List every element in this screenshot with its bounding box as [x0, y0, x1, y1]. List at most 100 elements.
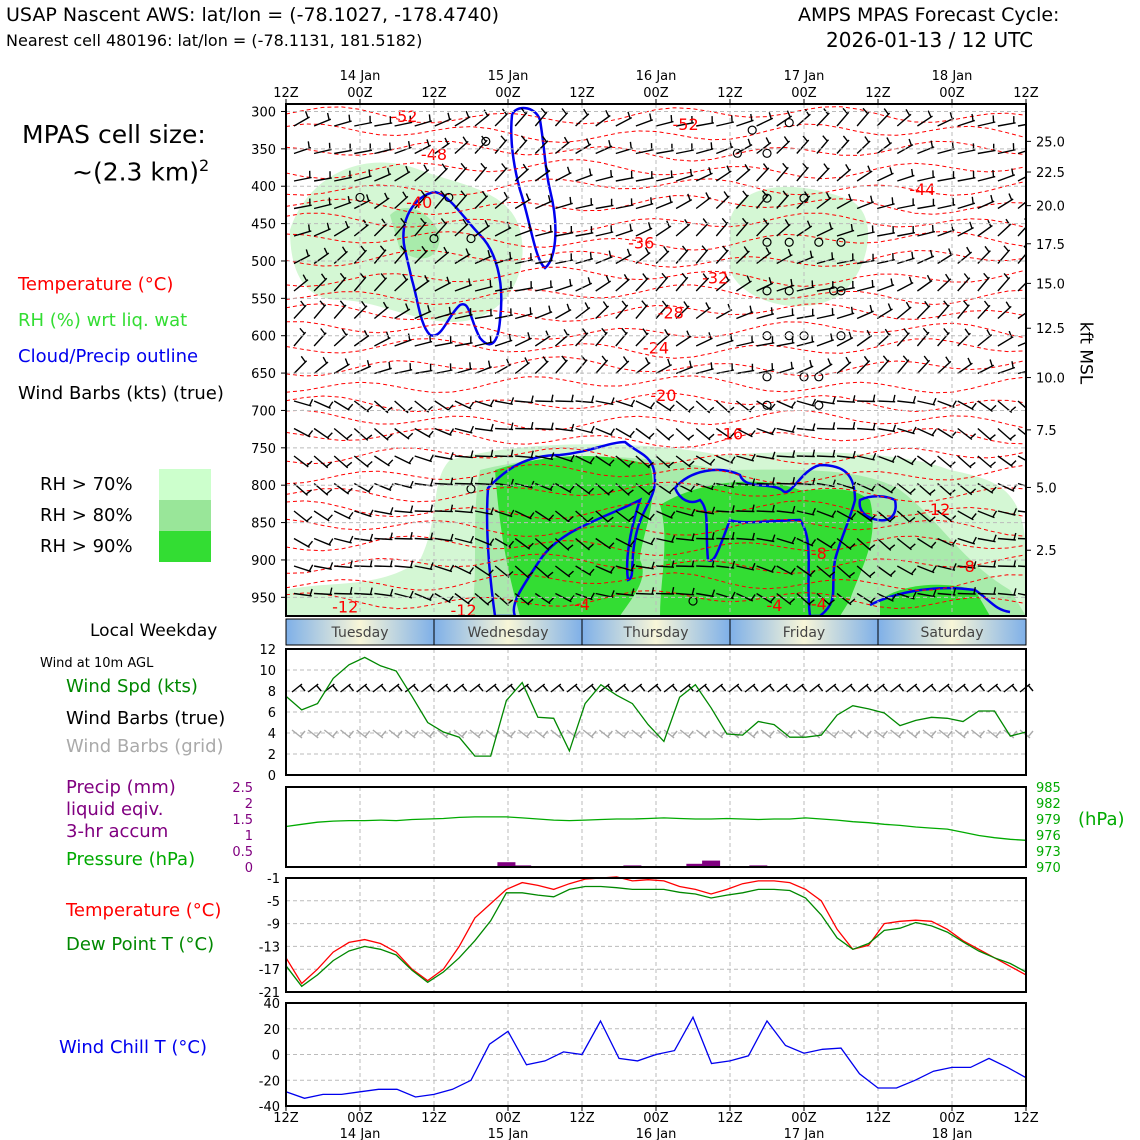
wind-barb: [917, 140, 935, 155]
wind-barb: [615, 588, 635, 597]
wind-barb: [333, 246, 348, 265]
wind-barb: [756, 307, 775, 320]
top-date-label: 14 Jan: [340, 69, 381, 84]
pressure-tick-label: 750: [251, 442, 276, 457]
pressure-tick-label: 800: [251, 479, 276, 494]
temp-tick-label: -17: [259, 963, 280, 978]
wind-barb: [997, 455, 1017, 468]
wind-speed-tick-label: 10: [259, 664, 276, 679]
wind-barb: [1017, 218, 1026, 237]
wind-barb: [515, 307, 533, 320]
wind-barb: [1017, 273, 1026, 292]
top-hour-label: 12Z: [1013, 86, 1039, 101]
wind-barb: [515, 253, 533, 265]
wind-barb: [354, 559, 373, 568]
wind-barb: [434, 477, 454, 486]
windchill-tick-label: -40: [259, 1100, 280, 1115]
wind-barb: [796, 308, 815, 320]
wind10m-barb-true: [582, 683, 597, 693]
wind-barb: [333, 455, 353, 469]
wind10m-barb-grid: [890, 729, 905, 739]
wind-barb: [856, 279, 875, 292]
wind-barb: [434, 246, 450, 265]
wind-barb: [554, 329, 570, 347]
wind-barb: [394, 217, 407, 237]
wind-barb: [595, 565, 615, 574]
wind-barb: [957, 455, 976, 469]
profile-axes: 300 350 400 450 500 550 600 650 700 750 800 850 900 9…: [251, 105, 1065, 606]
wind-barb: [876, 108, 891, 127]
wind-barb: [554, 565, 574, 578]
wind-barb: [896, 276, 914, 292]
forecast-cycle-line1: AMPS MPAS Forecast Cycle:: [798, 4, 1060, 26]
wind-barb: [313, 562, 334, 570]
wind-barb: [736, 427, 756, 438]
wind-barb: [655, 115, 674, 127]
wind-barb: [474, 190, 489, 209]
precip-pressure-frame: [285, 786, 1027, 868]
wind-barb: [615, 455, 635, 468]
wind-barb: [876, 303, 893, 320]
windchill-panel: -40 -20 0 20 40: [259, 997, 1027, 1115]
wind-barb: [756, 218, 770, 237]
wind-barb: [454, 248, 471, 265]
wind-barb: [695, 400, 715, 414]
wind-barb: [454, 425, 475, 434]
bottom-hour-label: 00Z: [939, 1111, 965, 1126]
wind10m-barb-grid: [420, 729, 435, 739]
wind-barb: [655, 427, 675, 441]
wind-barb: [756, 534, 776, 543]
wind-barb: [373, 427, 393, 441]
wind10m-barb-true: [728, 683, 743, 693]
bottom-hour-label: 12Z: [717, 1111, 743, 1126]
precip-circle-marker: [784, 286, 794, 296]
wind-barb: [736, 275, 752, 292]
wind-barb: [394, 505, 414, 514]
wind-barb: [434, 163, 448, 182]
wind10m-barb-grid: [518, 729, 533, 739]
bottom-hour-label: 12Z: [421, 1111, 447, 1126]
wind-barb: [374, 167, 392, 182]
precip-circle-marker: [784, 118, 794, 128]
wind-barb: [394, 400, 413, 414]
wind10m-barb-grid: [631, 729, 646, 739]
precip-tick-label: 1: [245, 829, 253, 844]
wind-barb: [1017, 245, 1026, 264]
wind-barb: [495, 449, 514, 458]
wind-barb: [554, 355, 568, 374]
wind-barb: [917, 198, 936, 210]
wind-barb: [997, 245, 1011, 264]
wind-barb: [555, 454, 575, 463]
wind10m-barbs: [291, 683, 1034, 739]
wind10m-barb-grid: [1003, 729, 1018, 739]
wind-barb: [334, 586, 353, 595]
kft-tick-label: 20.0: [1036, 200, 1065, 215]
wind-barb: [857, 422, 876, 431]
wind-barb: [514, 332, 532, 347]
wind-barb: [615, 510, 635, 523]
wind-barb: [595, 510, 614, 524]
wind-barb: [1017, 400, 1026, 409]
wind-barb: [675, 115, 694, 127]
wind-barb: [695, 427, 715, 441]
temperature-contour-label: -4: [811, 594, 827, 613]
precip-circle-marker: [762, 286, 772, 296]
wind-barb: [434, 276, 452, 292]
wind-barb: [715, 165, 732, 182]
wind-barb: [313, 328, 327, 347]
bottom-hour-label: 12Z: [1013, 1111, 1039, 1126]
station-title: USAP Nascent AWS: lat/lon = (-78.1027, -…: [6, 4, 500, 26]
temperature-contour-label: -24: [643, 339, 669, 358]
precip-circle-marker: [429, 233, 439, 244]
wind-barb: [494, 308, 513, 320]
wind-barb: [534, 107, 548, 127]
wind-barb: [374, 142, 393, 155]
precip-bar: [702, 860, 721, 867]
wind-barb: [394, 333, 412, 347]
wind-barb: [454, 362, 473, 375]
wind-barb: [454, 278, 473, 292]
wind10m-barb-true: [776, 683, 791, 693]
wind10m-barb-true: [356, 683, 371, 693]
profile-grid: [286, 104, 1026, 616]
wind-barb: [997, 559, 1017, 568]
